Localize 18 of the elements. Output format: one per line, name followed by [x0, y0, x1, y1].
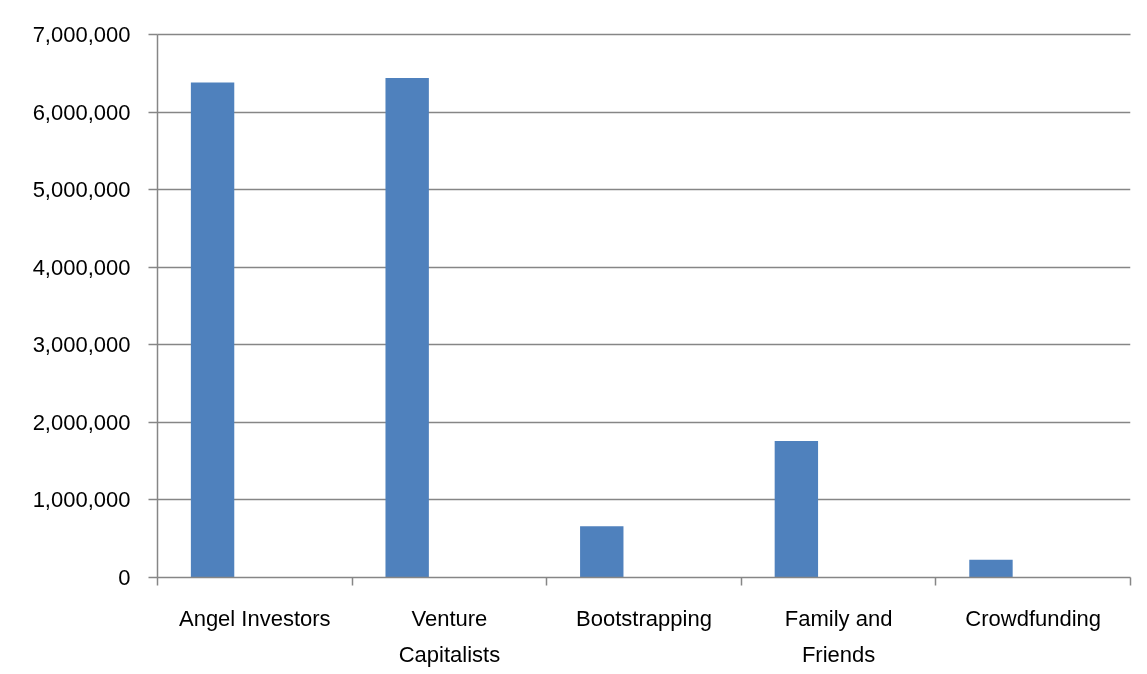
- x-tick-label: Angel Investors: [178, 605, 331, 631]
- x-tick-label: Bootstrapping: [576, 605, 712, 631]
- y-tick-label: 4,000,000: [32, 254, 131, 280]
- bar: [385, 77, 429, 578]
- y-tick-label: 0: [118, 565, 131, 590]
- y-tick-label: 5,000,000: [32, 177, 131, 203]
- x-tick-label: Venture Capitalists: [398, 605, 501, 667]
- x-tick-label: Family and Friends: [784, 605, 893, 667]
- y-tick-label: 2,000,000: [32, 409, 131, 435]
- bar: [190, 82, 235, 578]
- y-tick-label: 6,000,000: [32, 99, 131, 125]
- bar: [969, 559, 1013, 578]
- y-tick-label: 3,000,000: [32, 332, 131, 358]
- y-tick-label: 7,000,000: [32, 22, 131, 47]
- x-tick-label: Crowdfunding: [965, 605, 1102, 631]
- y-tick-label: 1,000,000: [32, 487, 131, 513]
- bar: [580, 526, 624, 578]
- bar: [774, 440, 819, 578]
